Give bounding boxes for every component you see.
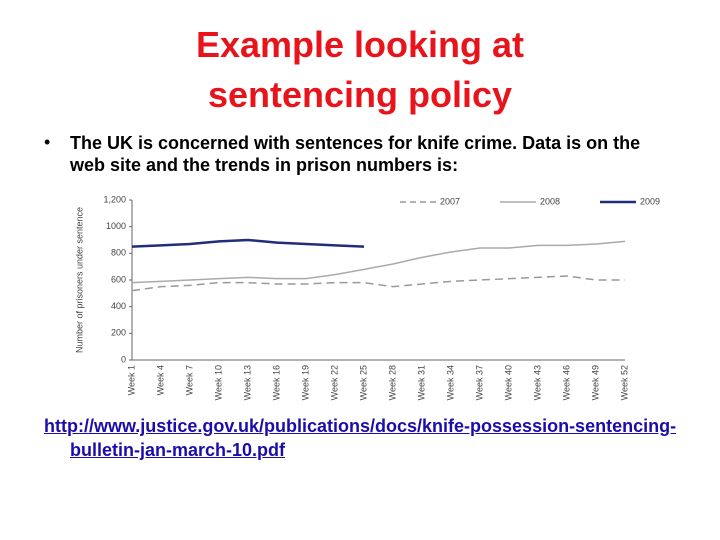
x-tick-label: Week 28	[387, 365, 397, 400]
y-tick-label: 800	[111, 248, 126, 258]
y-tick-label: 600	[111, 274, 126, 284]
x-tick-label: Week 22	[329, 365, 339, 400]
x-tick-label: Week 52	[619, 365, 629, 400]
series-line	[131, 238, 365, 248]
slide-title: Example looking at sentencing policy	[195, 24, 525, 115]
bullet-dot: •	[44, 132, 51, 152]
series-line	[131, 275, 625, 292]
x-tick-label: Week 25	[358, 365, 368, 400]
legend-label: 2007	[440, 196, 460, 206]
y-tick-label: 1,200	[103, 194, 126, 204]
link[interactable]: http://www.justice.gov.uk/publications/d…	[44, 416, 677, 460]
x-tick-label: Week 37	[474, 365, 484, 400]
x-tick-label: Week 7	[184, 365, 194, 395]
x-tick-label: Week 16	[271, 365, 281, 400]
x-tick-label: Week 34	[445, 365, 455, 400]
x-tick-label: Week 46	[561, 365, 571, 400]
x-tick-label: Week 19	[300, 365, 310, 400]
y-tick-label: 200	[111, 328, 126, 338]
y-tick-label: 1000	[106, 221, 126, 231]
legend-label: 2009	[640, 196, 660, 206]
bullet-text: The UK is concerned with sentences for k…	[70, 133, 641, 175]
x-tick-label: Week 43	[532, 365, 542, 400]
x-tick-label: Week 4	[155, 365, 165, 395]
legend-label: 2008	[540, 196, 560, 206]
x-tick-label: Week 10	[213, 365, 223, 400]
x-tick-label: Week 31	[416, 365, 426, 400]
x-tick-label: Week 1	[126, 365, 136, 395]
x-tick-label: Week 13	[242, 365, 252, 400]
y-tick-label: 0	[121, 354, 126, 364]
x-tick-label: Week 49	[590, 365, 600, 400]
series-line	[131, 240, 626, 284]
x-tick-label: Week 40	[503, 365, 513, 400]
y-tick-label: 400	[111, 301, 126, 311]
y-axis-label: Number of prisoners under sentence	[74, 207, 84, 353]
